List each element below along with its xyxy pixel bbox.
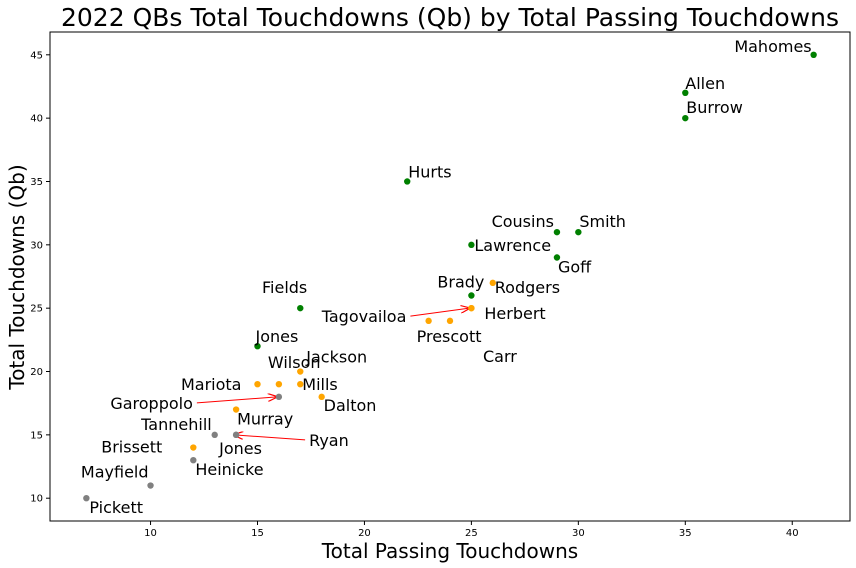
y-tick-label: 10	[30, 494, 43, 505]
data-point	[553, 228, 561, 236]
data-point	[147, 482, 154, 489]
data-point	[254, 380, 261, 388]
data-point	[404, 178, 411, 185]
data-point	[468, 304, 475, 312]
point-label: Heinicke	[195, 460, 263, 479]
point-labels: Mahomes Allen Burrow Hurts Cousins Smith Lawre…	[81, 37, 812, 517]
point-label: Goff	[558, 257, 592, 276]
y-tick-label: 30	[30, 240, 43, 251]
point-label: Fields	[262, 278, 307, 297]
point-label: Lawrence	[474, 236, 551, 255]
point-label: Tagovailoa	[321, 307, 407, 326]
x-tick-label: 25	[465, 528, 478, 539]
data-point	[297, 304, 304, 312]
y-axis-label: Total Touchdowns (Qb)	[5, 164, 29, 390]
point-label: Rodgers	[495, 278, 560, 297]
y-tick-label: 20	[30, 367, 43, 378]
annotation-arrow	[234, 435, 306, 441]
point-label: Mariota	[181, 375, 242, 394]
data-point	[468, 292, 475, 299]
data-point	[575, 228, 582, 236]
data-point	[425, 317, 432, 325]
point-label: Wilson	[268, 353, 321, 372]
point-label: Herbert	[484, 304, 545, 323]
data-point	[553, 254, 561, 261]
data-point	[254, 342, 261, 350]
point-label: Cousins	[492, 212, 554, 231]
x-axis: 10 15 20 25 30 35 40	[144, 521, 799, 539]
x-tick-label: 30	[572, 528, 585, 539]
point-label: Tannehill	[140, 415, 212, 434]
annotation-arrow	[196, 397, 277, 404]
chart-title: 2022 QBs Total Touchdowns (Qb) by Total …	[61, 3, 839, 32]
point-label: Brissett	[101, 438, 162, 457]
plot-area-frame	[49, 31, 851, 522]
point-label: Dalton	[324, 396, 377, 415]
data-point	[232, 406, 240, 413]
y-tick-label: 25	[30, 304, 43, 315]
data-point	[489, 279, 496, 287]
data-point	[232, 431, 240, 439]
x-tick-label: 40	[786, 528, 799, 539]
point-label: Murray	[237, 410, 293, 429]
point-label: Garoppolo	[110, 394, 193, 413]
data-point	[468, 241, 475, 249]
data-point	[190, 456, 197, 464]
y-tick-label: 40	[30, 114, 43, 125]
x-tick-label: 20	[358, 528, 371, 539]
point-label: Jackson	[305, 348, 367, 367]
point-label: Ryan	[309, 431, 349, 450]
data-point	[83, 494, 90, 502]
data-point	[297, 380, 304, 388]
point-label: Prescott	[417, 327, 482, 346]
data-point	[318, 393, 325, 401]
point-label: Pickett	[89, 498, 143, 517]
annotation-arrows	[196, 308, 470, 441]
point-label: Mayfield	[81, 463, 149, 482]
annotation-arrow	[410, 308, 469, 317]
y-tick-label: 35	[30, 177, 43, 188]
point-label: Burrow	[686, 98, 743, 117]
data-point	[810, 51, 817, 59]
point-label: Mills	[302, 375, 337, 394]
data-point	[275, 393, 283, 401]
point-label: Jones	[218, 439, 262, 458]
data-point	[190, 444, 197, 451]
point-label: Smith	[579, 212, 626, 231]
data-point	[682, 89, 689, 97]
point-label: Hurts	[408, 162, 451, 181]
point-label: Mahomes	[734, 37, 811, 56]
data-points	[83, 51, 817, 502]
data-point	[275, 380, 283, 388]
data-point	[682, 114, 689, 122]
data-point	[446, 317, 454, 325]
y-axis: 10 15 20 25 30 35 40 45	[30, 50, 50, 505]
x-axis-label: Total Passing Touchdowns	[321, 539, 578, 563]
point-label: Brady	[437, 273, 484, 292]
y-tick-label: 45	[30, 50, 43, 61]
point-label: Allen	[685, 74, 725, 93]
y-tick-label: 15	[30, 430, 43, 441]
x-tick-label: 15	[251, 528, 264, 539]
data-point	[297, 368, 304, 375]
data-point	[211, 431, 218, 439]
point-label: Jones	[254, 327, 298, 346]
x-tick-label: 35	[679, 528, 692, 539]
point-label: Carr	[483, 347, 517, 366]
x-tick-label: 10	[144, 528, 157, 539]
